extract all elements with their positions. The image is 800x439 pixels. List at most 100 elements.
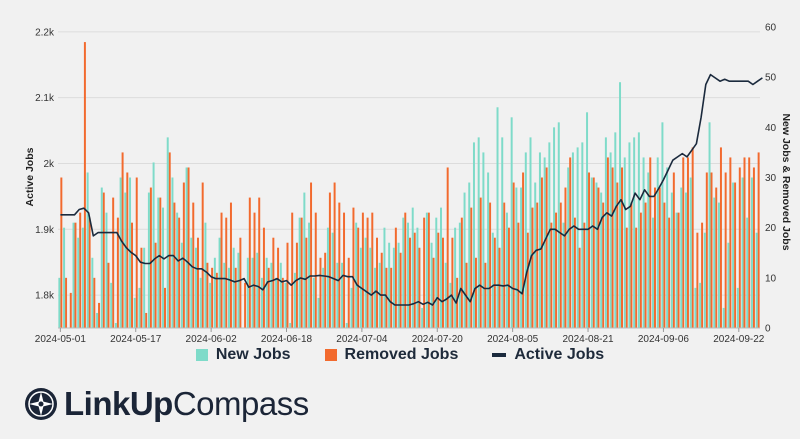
x-tick-label: 2024-07-04 [336,334,388,345]
new-jobs-bar [152,162,155,328]
new-jobs-bar [185,167,188,328]
new-jobs-bar [472,142,475,328]
removed-jobs-bar [258,197,261,328]
new-jobs-bar [661,122,664,328]
removed-jobs-bar [616,182,619,328]
removed-jobs-bar [606,157,609,328]
legend-new-jobs-label: New Jobs [215,346,291,363]
removed-jobs-bar [682,157,685,328]
removed-jobs-bar [366,217,369,328]
removed-jobs-bar [328,192,331,328]
new-jobs-bar [675,212,678,328]
legend-active-jobs[interactable]: Active Jobs [492,346,604,364]
removed-jobs-bar [399,252,402,328]
removed-jobs-bar [705,172,708,328]
removed-jobs-bar [418,247,421,328]
removed-jobs-bar [338,202,341,328]
new-jobs-bar [416,227,419,328]
removed-jobs-bar [272,237,275,328]
new-jobs-bar [501,137,504,328]
new-jobs-bar [227,267,230,328]
removed-jobs-bar [178,217,181,328]
new-jobs-bar [77,237,80,328]
removed-jobs-bar [239,237,242,328]
removed-jobs-bar [644,202,647,328]
removed-jobs-bar [724,172,727,328]
removed-jobs-bar [602,202,605,328]
new-jobs-bar [628,142,631,328]
removed-jobs-bar [474,257,477,328]
removed-jobs-bar [752,167,755,328]
removed-jobs-bar [394,227,397,328]
new-jobs-bar [119,177,122,328]
removed-jobs-bar [672,172,675,328]
logo-word-bold: LinkUp [64,385,173,422]
legend-removed-jobs[interactable]: Removed Jobs [324,346,458,364]
new-jobs-bar [670,192,673,328]
new-jobs-bar [576,147,579,328]
new-jobs-bar [336,262,339,328]
removed-jobs-bar [145,312,148,328]
new-jobs-bar [454,227,457,328]
removed-jobs-bar [65,277,68,328]
logo-wordmark: LinkUpCompass [64,385,309,423]
legend-removed-jobs-swatch [324,349,337,361]
removed-jobs-bar [446,167,449,328]
new-jobs-bar [708,122,711,328]
removed-jobs-bar [60,177,63,328]
removed-jobs-bar [625,227,628,328]
new-jobs-series [58,82,758,329]
removed-jobs-bar [635,227,638,328]
removed-jobs-bar [229,202,232,328]
removed-jobs-bar [653,187,656,328]
new-jobs-bar [421,307,424,328]
left-tick-label: 2.1k [35,93,55,104]
new-jobs-bar [251,257,254,328]
removed-jobs-bar [470,207,473,328]
removed-jobs-bar [112,197,115,328]
new-jobs-bar [199,277,202,328]
new-jobs-bar [435,217,438,328]
new-jobs-bar [430,242,433,328]
removed-jobs-bar [507,227,510,328]
new-jobs-bar [553,127,556,328]
linkup-compass-logo: LinkUpCompass [24,382,309,426]
new-jobs-bar [96,312,99,328]
removed-jobs-bar [215,272,218,328]
removed-jobs-bar [409,237,411,328]
removed-jobs-bar [573,217,576,328]
new-jobs-bar [114,322,117,328]
new-jobs-bar [133,297,136,328]
new-jobs-bar [524,152,527,328]
new-jobs-bar [689,177,692,328]
new-jobs-bar [487,172,490,328]
removed-jobs-bar [107,262,110,328]
new-jobs-bar [374,267,377,328]
x-tick-label: 2024-07-20 [412,334,464,345]
new-jobs-bar [364,237,367,328]
new-jobs-bar [407,222,409,328]
new-jobs-bar [322,267,325,328]
new-jobs-bar [411,207,414,328]
compass-icon [25,388,57,420]
x-tick-label: 2024-06-18 [261,334,313,345]
left-axis: 1.8k 1.9k 2k 2.1k 2.2k [35,27,55,301]
removed-jobs-bar [116,217,119,328]
new-jobs-bar [91,257,94,328]
legend-new-jobs[interactable]: New Jobs [195,346,291,364]
new-jobs-bar [213,257,216,328]
new-jobs-bar [656,157,659,328]
new-jobs-bar [331,232,334,328]
removed-jobs-bar [182,182,185,328]
removed-jobs-bar [545,167,548,328]
removed-jobs-bar [192,202,195,328]
new-jobs-bar [520,187,523,328]
new-jobs-bar [81,227,84,328]
removed-jobs-bar [347,257,350,328]
removed-jobs-bar [196,237,199,328]
left-tick-label: 2k [43,159,55,170]
new-jobs-bar [270,262,273,328]
new-jobs-bar [308,222,311,328]
removed-jobs-bar [540,177,543,328]
legend-new-jobs-swatch [195,349,208,361]
